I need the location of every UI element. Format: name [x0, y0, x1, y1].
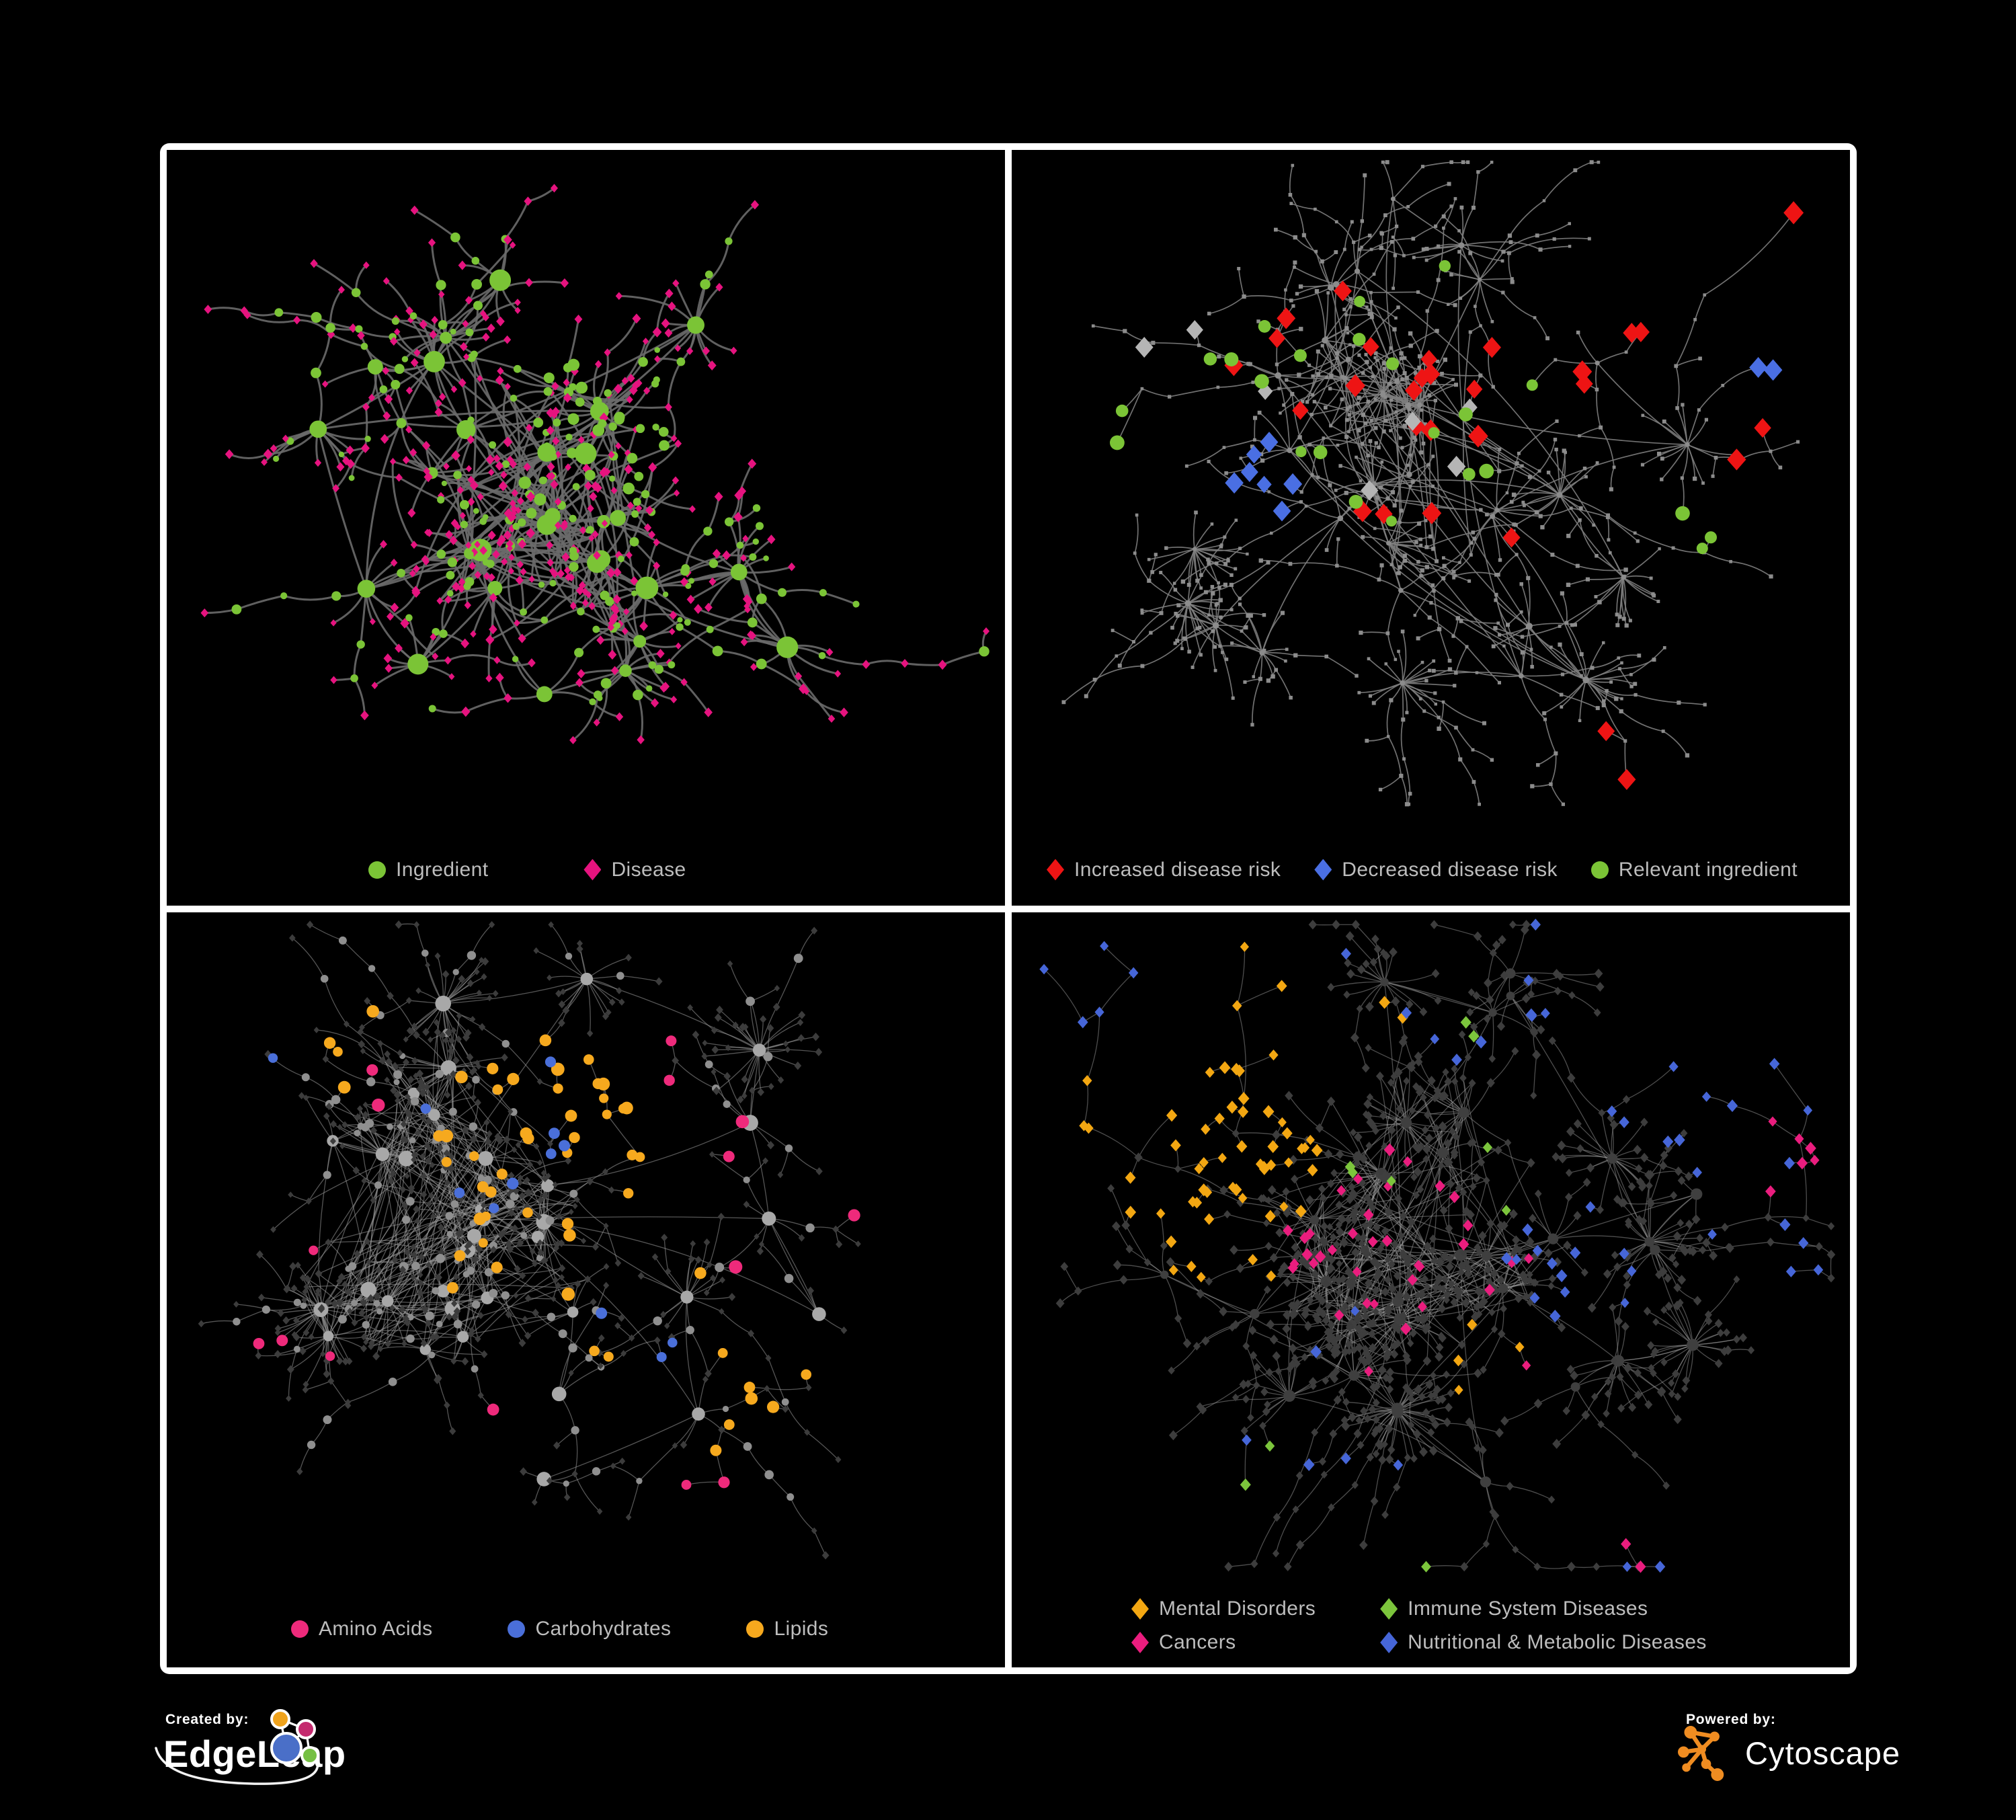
legend-label: Immune System Diseases [1408, 1597, 1648, 1620]
ingredient-swatch-icon [368, 861, 386, 879]
nutritional-metabolic-diseases-swatch-icon [1380, 1632, 1398, 1653]
legend-item: Disease [583, 859, 686, 881]
legend-label: Mental Disorders [1159, 1597, 1316, 1620]
legend-label: Decreased disease risk [1342, 858, 1558, 881]
legend-item: Cancers [1131, 1631, 1316, 1654]
network-disease-categories [1039, 918, 1836, 1573]
relevant-ingredient-swatch-icon [1590, 861, 1609, 879]
carbohydrates-swatch-icon [508, 1620, 526, 1638]
panel-disease-categories: Mental Disorders Immune System Diseases … [1012, 912, 1850, 1667]
cytoscape-logo-icon [1678, 1726, 1724, 1781]
legend-item: Relevant ingredient [1590, 858, 1798, 881]
panel-grid: Ingredient Disease Increased disease ris… [160, 143, 1857, 1674]
panel-disease-risk: Increased disease risk Decreased disease… [1012, 150, 1850, 906]
immune-system-diseases-swatch-icon [1380, 1598, 1398, 1620]
legend-ingredient-disease: Ingredient Disease [368, 859, 686, 881]
network-disease-risk [1061, 160, 1804, 807]
decreased-risk-swatch-icon [1314, 859, 1332, 881]
legend-label: Amino Acids [319, 1618, 433, 1640]
cytoscape-wordmark: Cytoscape [1745, 1735, 1901, 1771]
legend-label: Cancers [1159, 1631, 1236, 1653]
legend-label: Ingredient [396, 858, 489, 881]
legend-nutrient-classes: Amino Acids Carbohydrates Lipids [291, 1618, 828, 1640]
legend-item: Ingredient [368, 859, 488, 881]
legend-label: Carbohydrates [535, 1618, 672, 1640]
increased-risk-swatch-icon [1047, 859, 1064, 881]
cancers-swatch-icon [1131, 1632, 1149, 1653]
legend-item: Nutritional & Metabolic Diseases [1380, 1631, 1707, 1654]
legend-label: Increased disease risk [1074, 858, 1281, 881]
legend-label: Nutritional & Metabolic Diseases [1408, 1631, 1707, 1653]
legend-label: Lipids [774, 1618, 829, 1640]
legend-disease-categories: Mental Disorders Immune System Diseases … [1131, 1597, 1707, 1654]
panel-nutrient-classes: Amino Acids Carbohydrates Lipids [167, 912, 1005, 1667]
amino-acids-swatch-icon [291, 1620, 309, 1638]
legend-disease-risk: Increased disease risk Decreased disease… [1047, 859, 1798, 881]
network-nutrient-classes [198, 920, 861, 1560]
network-ingredient-disease [200, 184, 990, 744]
legend-item: Lipids [746, 1618, 828, 1640]
edgeleap-logo-icon [155, 1709, 319, 1785]
mental-disorders-swatch-icon [1131, 1598, 1149, 1620]
legend-item: Carbohydrates [508, 1618, 671, 1640]
created-by-caption: Created by: [165, 1712, 249, 1727]
lipids-swatch-icon [746, 1620, 764, 1638]
powered-by-caption: Powered by: [1686, 1712, 1776, 1727]
legend-item: Immune System Diseases [1380, 1597, 1707, 1620]
legend-item: Mental Disorders [1131, 1597, 1316, 1620]
legend-item: Increased disease risk [1047, 859, 1281, 881]
legend-label: Relevant ingredient [1618, 858, 1798, 881]
legend-item: Amino Acids [291, 1618, 432, 1640]
panel-ingredient-disease: Ingredient Disease [167, 150, 1005, 906]
legend-item: Decreased disease risk [1314, 859, 1558, 881]
disease-swatch-icon [583, 859, 602, 881]
legend-label: Disease [611, 858, 686, 881]
